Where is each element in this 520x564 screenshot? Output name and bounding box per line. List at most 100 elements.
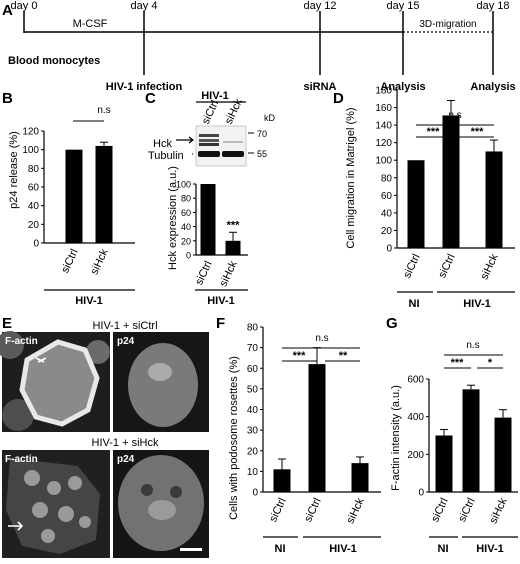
top-row-title: HIV-1 + siCtrl: [92, 320, 157, 332]
y-tick-label: 20: [28, 220, 40, 231]
podosome-rosette: [47, 481, 61, 495]
arrow-icon: [8, 521, 24, 531]
ns-label: n.s: [448, 110, 461, 121]
step-analysis-1: Analysis: [380, 81, 425, 93]
y-tick-label: 0: [33, 239, 39, 250]
neighbor-cell: [0, 331, 24, 359]
y-tick-label: 400: [407, 412, 424, 423]
group-label-hiv: HIV-1: [476, 543, 504, 555]
bottom-row-title: HIV-1 + siHck: [92, 437, 159, 449]
podosome-rosette: [79, 516, 91, 528]
panel-letter-g: G: [386, 315, 398, 332]
chart-g: 0 200 400 600 siCtrl siCtrl siHck: [407, 375, 518, 526]
y-axis-label: Cell migration in Matrigel (%): [345, 107, 357, 248]
migration-label: 3D-migration: [419, 19, 476, 30]
panel-f: F Cells with podosome rosettes (%) 0 10 20…: [216, 315, 381, 555]
y-tick-label: 10: [247, 467, 259, 478]
panel-letter-f: F: [216, 315, 225, 332]
blot-header: HIV-1: [201, 90, 229, 102]
panel-g: G F-actin intensity (a.u.) 0 200 400 600 siC…: [386, 315, 518, 555]
image-label-p24: p24: [117, 336, 135, 347]
podosome-rosette: [24, 470, 40, 486]
y-axis-label: Hck expression (a.u.): [167, 166, 179, 270]
y-tick-label: 20: [381, 226, 393, 237]
panel-letter-b: B: [2, 90, 13, 107]
neighbor-cell: [2, 399, 34, 431]
bar: [225, 240, 241, 255]
panel-letter-e: E: [2, 315, 12, 332]
hck-band-3: [199, 143, 219, 146]
sig-left: ***: [427, 126, 441, 138]
image-label-p24: p24: [117, 454, 135, 465]
group-label: HIV-1: [75, 295, 103, 307]
sig-right: **: [339, 350, 348, 362]
marker-70: 70: [257, 129, 267, 139]
panel-letter-d: D: [333, 90, 344, 107]
bar: [200, 184, 216, 255]
x-tick-label: siCtrl: [267, 496, 288, 524]
y-tick-label: 100: [176, 180, 191, 190]
bar: [494, 417, 512, 492]
y-tick-label: 40: [181, 222, 191, 232]
y-tick-label: 600: [407, 375, 424, 386]
panel-a-timeline: A day 0 day 4 day 12 day 15 day 18 M-CSF…: [2, 0, 516, 93]
bar: [308, 364, 326, 492]
panel-b: B p24 release (%) 0 20 40 60 80 100 120 siCtrl s…: [2, 90, 135, 307]
vacuole: [141, 484, 153, 496]
podosome-rosette: [58, 506, 74, 522]
y-tick-label: 30: [247, 426, 259, 437]
cell-p24: [128, 343, 198, 427]
bar: [351, 463, 369, 492]
day15-label: day 15: [386, 0, 419, 12]
y-tick-label: 200: [407, 450, 424, 461]
mcsf-label: M-CSF: [73, 18, 108, 30]
neighbor-cell: [86, 340, 110, 364]
y-axis-label: F-actin intensity (a.u.): [390, 385, 402, 491]
group-label: HIV-1: [207, 295, 235, 307]
day12-label: day 12: [303, 0, 336, 12]
y-tick-label: 60: [381, 191, 393, 202]
y-axis-label: p24 release (%): [8, 131, 20, 209]
chart-c: 0 20 40 60 80 100 siCtrl siHck ***: [176, 180, 248, 289]
x-tick-label: siHck: [217, 259, 239, 289]
x-tick-label: siHck: [344, 496, 366, 526]
y-tick-label: 120: [22, 127, 39, 138]
sig-right: *: [488, 357, 493, 369]
image-label-factin: F-actin: [5, 454, 38, 465]
sig-label: ***: [227, 219, 241, 231]
bar: [485, 151, 503, 248]
y-tick-label: 40: [247, 405, 259, 416]
bar: [435, 435, 453, 492]
kd-label: kD: [264, 113, 276, 123]
y-tick-label: 40: [381, 208, 393, 219]
bar: [442, 115, 460, 248]
y-tick-label: 0: [418, 488, 424, 499]
y-axis-label: Cells with podosome rosettes (%): [228, 356, 240, 520]
panel-letter-a: A: [2, 2, 13, 19]
y-tick-label: 60: [181, 208, 191, 218]
chart-d: 0 20 40 60 80 100 120 140 160 180 siCtrl siCtrl siHc…: [375, 86, 515, 282]
blot-lane-sictrl: siCtrl: [200, 98, 221, 126]
sig-left: ***: [293, 350, 307, 362]
panel-letter-c: C: [145, 90, 156, 107]
cell-with-podosome-ring: [19, 339, 100, 427]
x-tick-label: siCtrl: [429, 496, 450, 524]
podosome-rosette: [68, 476, 82, 490]
y-tick-label: 20: [181, 236, 191, 246]
p24-spot: [148, 363, 172, 381]
y-tick-label: 100: [375, 156, 392, 167]
arrowhead-icon: [35, 357, 47, 363]
scale-bar: [180, 548, 202, 551]
day4-label: day 4: [131, 0, 158, 12]
y-tick-label: 70: [247, 343, 259, 354]
x-tick-label: siCtrl: [193, 259, 214, 287]
y-tick-label: 60: [28, 183, 40, 194]
sig-right: ***: [471, 126, 485, 138]
marker-55: 55: [257, 149, 267, 159]
band-label-tubulin: Tubulin: [148, 150, 184, 162]
arrow-hck-icon: [176, 136, 194, 144]
x-tick-label: siHck: [487, 496, 509, 526]
y-tick-label: 80: [381, 173, 393, 184]
x-tick-label: siHck: [88, 247, 110, 277]
bar: [273, 469, 291, 492]
